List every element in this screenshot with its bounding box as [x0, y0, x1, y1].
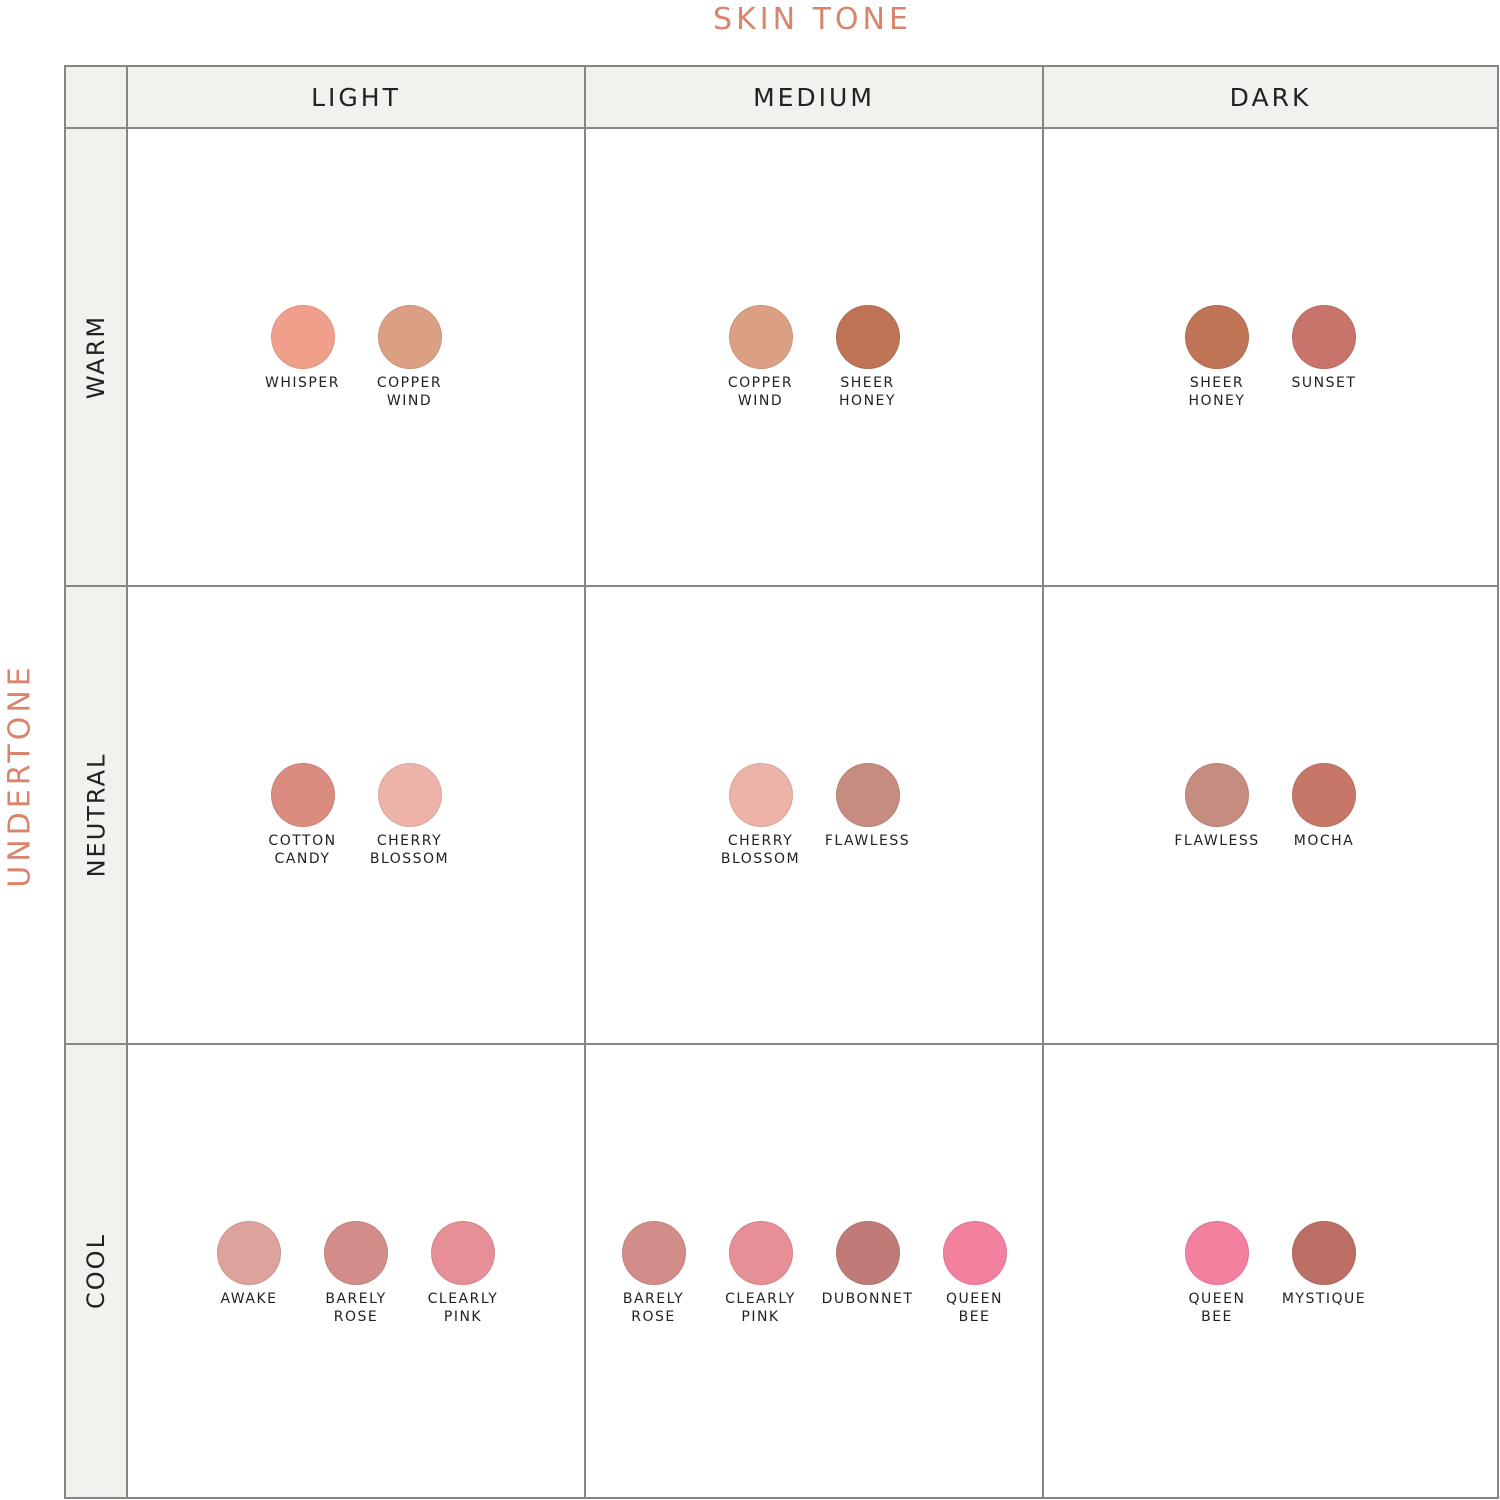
shade-swatch: CHERRY BLOSSOM: [370, 763, 448, 868]
shade-swatch: MOCHA: [1291, 763, 1357, 850]
undertone-title: UNDERTONE: [2, 663, 38, 888]
shade-swatch: SUNSET: [1291, 305, 1357, 392]
color-dot-icon: [728, 1221, 793, 1285]
row-header-cool: COOL: [66, 1045, 126, 1497]
row-header-band: [66, 67, 126, 1497]
grid-line-horizontal: [66, 1043, 1497, 1045]
shade-swatch: FLAWLESS: [825, 763, 909, 850]
shade-swatch: AWAKE: [216, 1221, 282, 1308]
shade-name: QUEEN BEE: [946, 1291, 1003, 1325]
shade-name: FLAWLESS: [824, 833, 911, 849]
shade-swatch: FLAWLESS: [1174, 763, 1258, 850]
grid-line-vertical: [1042, 67, 1044, 1497]
shade-swatch: BARELY ROSE: [323, 1221, 389, 1326]
cell-cool-medium: BARELY ROSE CLEARLY PINK DUBONNET QUEEN BEE: [586, 1221, 1042, 1326]
shade-name: CLEARLY PINK: [725, 1291, 796, 1325]
cell-warm-dark: SHEER HONEY SUNSET: [1044, 305, 1497, 410]
color-dot-icon: [1292, 1221, 1356, 1285]
shade-name: SHEER HONEY: [1188, 375, 1246, 409]
shade-swatch: MYSTIQUE: [1282, 1221, 1365, 1308]
shade-name: DUBONNET: [821, 1291, 914, 1307]
shade-name: MYSTIQUE: [1281, 1291, 1367, 1307]
color-dot-icon: [1292, 305, 1356, 369]
color-dot-icon: [270, 305, 335, 369]
shade-matrix: LIGHT MEDIUM DARK WARM NEUTRAL COOL WHISPER COP…: [64, 65, 1499, 1499]
shade-swatch: CHERRY BLOSSOM: [721, 763, 799, 868]
shade-name: CLEARLY PINK: [427, 1291, 499, 1325]
color-dot-icon: [835, 1221, 900, 1285]
color-dot-icon: [377, 305, 442, 369]
shade-name: QUEEN BEE: [1188, 1291, 1246, 1325]
color-dot-icon: [377, 763, 442, 827]
color-dot-icon: [431, 1221, 495, 1285]
color-dot-icon: [621, 1221, 686, 1285]
column-header-light: LIGHT: [311, 82, 401, 112]
shade-name: WHISPER: [265, 375, 340, 391]
shade-swatch: QUEEN BEE: [1184, 1221, 1250, 1326]
color-dot-icon: [1185, 763, 1249, 827]
color-dot-icon: [1185, 1221, 1249, 1285]
color-dot-icon: [324, 1221, 388, 1285]
shade-swatch: DUBONNET: [822, 1221, 912, 1308]
row-header-neutral: NEUTRAL: [66, 587, 126, 1043]
row-header-label: NEUTRAL: [82, 752, 110, 878]
shade-swatch: SHEER HONEY: [835, 305, 901, 410]
shade-name: COTTON CANDY: [268, 833, 337, 867]
grid-line-vertical: [126, 67, 128, 1497]
color-dot-icon: [942, 1221, 1007, 1285]
cell-neutral-dark: FLAWLESS MOCHA: [1044, 763, 1497, 850]
color-dot-icon: [728, 305, 793, 369]
skin-tone-title: SKIN TONE: [713, 2, 912, 37]
grid-line-horizontal: [66, 127, 1497, 129]
shade-swatch: QUEEN BEE: [942, 1221, 1008, 1326]
row-header-label: WARM: [82, 314, 110, 400]
cell-cool-dark: QUEEN BEE MYSTIQUE: [1044, 1221, 1497, 1326]
color-dot-icon: [1185, 305, 1249, 369]
shade-swatch: CLEARLY PINK: [725, 1221, 794, 1326]
shade-swatch: CLEARLY PINK: [428, 1221, 497, 1326]
color-dot-icon: [835, 763, 900, 827]
cell-cool-light: AWAKE BARELY ROSE CLEARLY PINK: [128, 1221, 584, 1326]
shade-name: BARELY ROSE: [325, 1291, 387, 1325]
cell-neutral-medium: CHERRY BLOSSOM FLAWLESS: [586, 763, 1042, 868]
column-header-band: [66, 67, 1497, 127]
cell-warm-light: WHISPER COPPER WIND: [128, 305, 584, 410]
cell-neutral-light: COTTON CANDY CHERRY BLOSSOM: [128, 763, 584, 868]
shade-swatch: COPPER WIND: [728, 305, 794, 410]
shade-swatch: COPPER WIND: [377, 305, 443, 410]
shade-name: SHEER HONEY: [839, 375, 896, 409]
column-header-medium: MEDIUM: [753, 82, 875, 112]
grid-line-vertical: [584, 67, 586, 1497]
shade-swatch: WHISPER: [265, 305, 338, 392]
shade-swatch: BARELY ROSE: [621, 1221, 687, 1326]
shade-swatch: SHEER HONEY: [1184, 305, 1250, 410]
column-header-dark: DARK: [1229, 82, 1312, 112]
cell-warm-medium: COPPER WIND SHEER HONEY: [586, 305, 1042, 410]
color-dot-icon: [1292, 763, 1356, 827]
shade-name: MOCHA: [1293, 833, 1355, 849]
shade-name: COPPER WIND: [727, 375, 794, 409]
shade-name: SUNSET: [1291, 375, 1357, 391]
shade-swatch: COTTON CANDY: [268, 763, 336, 868]
shade-name: CHERRY BLOSSOM: [720, 833, 801, 867]
grid-line-horizontal: [66, 585, 1497, 587]
color-dot-icon: [270, 763, 335, 827]
color-dot-icon: [217, 1221, 281, 1285]
row-header-label: COOL: [82, 1233, 111, 1309]
shade-name: CHERRY BLOSSOM: [369, 833, 450, 867]
shade-name: AWAKE: [220, 1291, 278, 1307]
row-header-warm: WARM: [66, 129, 126, 585]
shade-name: BARELY ROSE: [622, 1291, 685, 1325]
shade-name: FLAWLESS: [1174, 833, 1260, 849]
color-dot-icon: [835, 305, 900, 369]
shade-name: COPPER WIND: [376, 375, 443, 409]
color-dot-icon: [728, 763, 793, 827]
